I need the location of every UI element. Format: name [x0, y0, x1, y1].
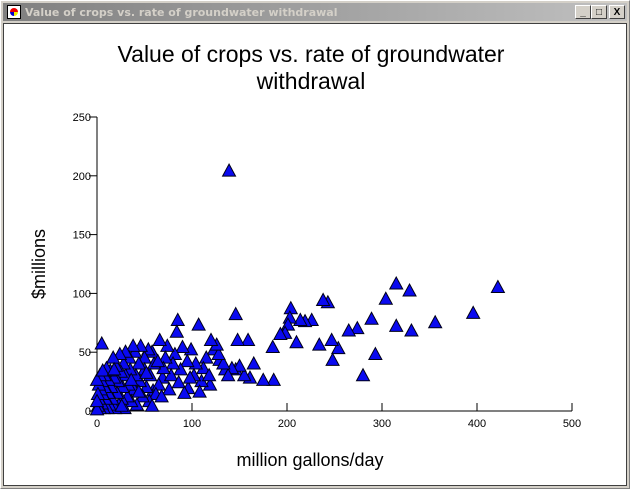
data-point: [349, 320, 365, 335]
data-point: [169, 324, 185, 338]
data-point: [341, 322, 357, 337]
y-tick-label: 150: [73, 230, 91, 242]
y-tick-label: 50: [79, 347, 91, 359]
data-point: [315, 292, 331, 306]
minimize-button[interactable]: _: [575, 5, 591, 19]
close-button[interactable]: X: [609, 5, 625, 19]
x-axis-label: million gallons/day: [236, 450, 383, 470]
data-point: [89, 393, 105, 408]
data-point: [125, 338, 141, 352]
data-point: [232, 358, 247, 372]
data-point: [177, 385, 192, 399]
data-point: [198, 350, 214, 364]
data-point: [211, 346, 226, 361]
y-tick-label: 200: [73, 171, 91, 183]
title-bar[interactable]: Value of crops vs. rate of groundwater w…: [3, 3, 627, 21]
data-point: [131, 384, 147, 398]
data-point: [427, 314, 443, 329]
app-icon: [7, 5, 21, 19]
data-point: [203, 332, 219, 346]
data-point: [152, 332, 168, 346]
data-point: [171, 374, 187, 389]
data-point: [105, 350, 121, 364]
data-point: [490, 279, 506, 294]
data-point: [465, 305, 481, 319]
data-point: [388, 275, 404, 290]
y-tick-label: 0: [85, 406, 91, 418]
data-point: [95, 362, 111, 377]
data-point: [106, 361, 122, 376]
data-point: [139, 365, 154, 379]
chart-title-line-1: Value of crops vs. rate of groundwater: [118, 41, 505, 67]
data-point: [388, 318, 404, 332]
data-point: [220, 367, 236, 382]
data-point: [151, 377, 167, 391]
data-point: [182, 370, 198, 384]
data-point: [170, 312, 186, 326]
data-point: [330, 340, 346, 355]
data-point: [154, 388, 169, 403]
window-title: Value of crops vs. rate of groundwater w…: [25, 5, 338, 19]
data-point: [246, 355, 262, 370]
data-point: [89, 401, 105, 416]
x-tick-label: 200: [278, 418, 296, 430]
x-tick-label: 100: [183, 418, 201, 430]
data-point: [230, 332, 245, 346]
data-point: [325, 352, 340, 366]
data-point: [240, 332, 256, 346]
data-point: [161, 381, 177, 396]
data-point: [216, 355, 231, 370]
data-point: [175, 339, 190, 353]
data-point: [311, 337, 327, 351]
data-point: [201, 367, 217, 382]
data-point: [292, 312, 308, 326]
data-point: [404, 322, 419, 337]
data-point: [179, 353, 195, 368]
data-point: [163, 367, 179, 382]
data-point: [364, 311, 379, 325]
data-point: [402, 282, 417, 297]
data-point: [236, 367, 252, 382]
x-tick-label: 500: [563, 418, 581, 430]
data-point: [378, 291, 394, 305]
data-point: [289, 334, 304, 349]
data-point: [94, 335, 110, 350]
maximize-button[interactable]: □: [591, 5, 607, 19]
data-point: [150, 353, 166, 368]
data-point: [355, 367, 371, 382]
data-point: [221, 163, 237, 177]
chart-title-line-2: withdrawal: [256, 68, 366, 94]
data-point: [192, 384, 207, 398]
data-point: [266, 372, 282, 386]
y-axis-label: $millions: [29, 229, 49, 299]
data-point: [368, 346, 383, 361]
data-point: [265, 339, 281, 353]
y-tick-label: 250: [73, 112, 91, 124]
x-tick-label: 400: [468, 418, 486, 430]
x-tick-label: 0: [94, 418, 100, 430]
data-point: [255, 372, 271, 386]
data-point: [144, 398, 160, 412]
data-point: [114, 398, 130, 412]
data-point: [158, 350, 173, 364]
data-point: [123, 372, 139, 386]
data-point: [273, 326, 288, 341]
y-tick-label: 100: [73, 288, 91, 300]
data-point: [324, 332, 339, 346]
data-point: [89, 372, 105, 386]
data-point: [228, 306, 244, 321]
data-point: [191, 317, 206, 331]
x-tick-label: 300: [373, 418, 391, 430]
